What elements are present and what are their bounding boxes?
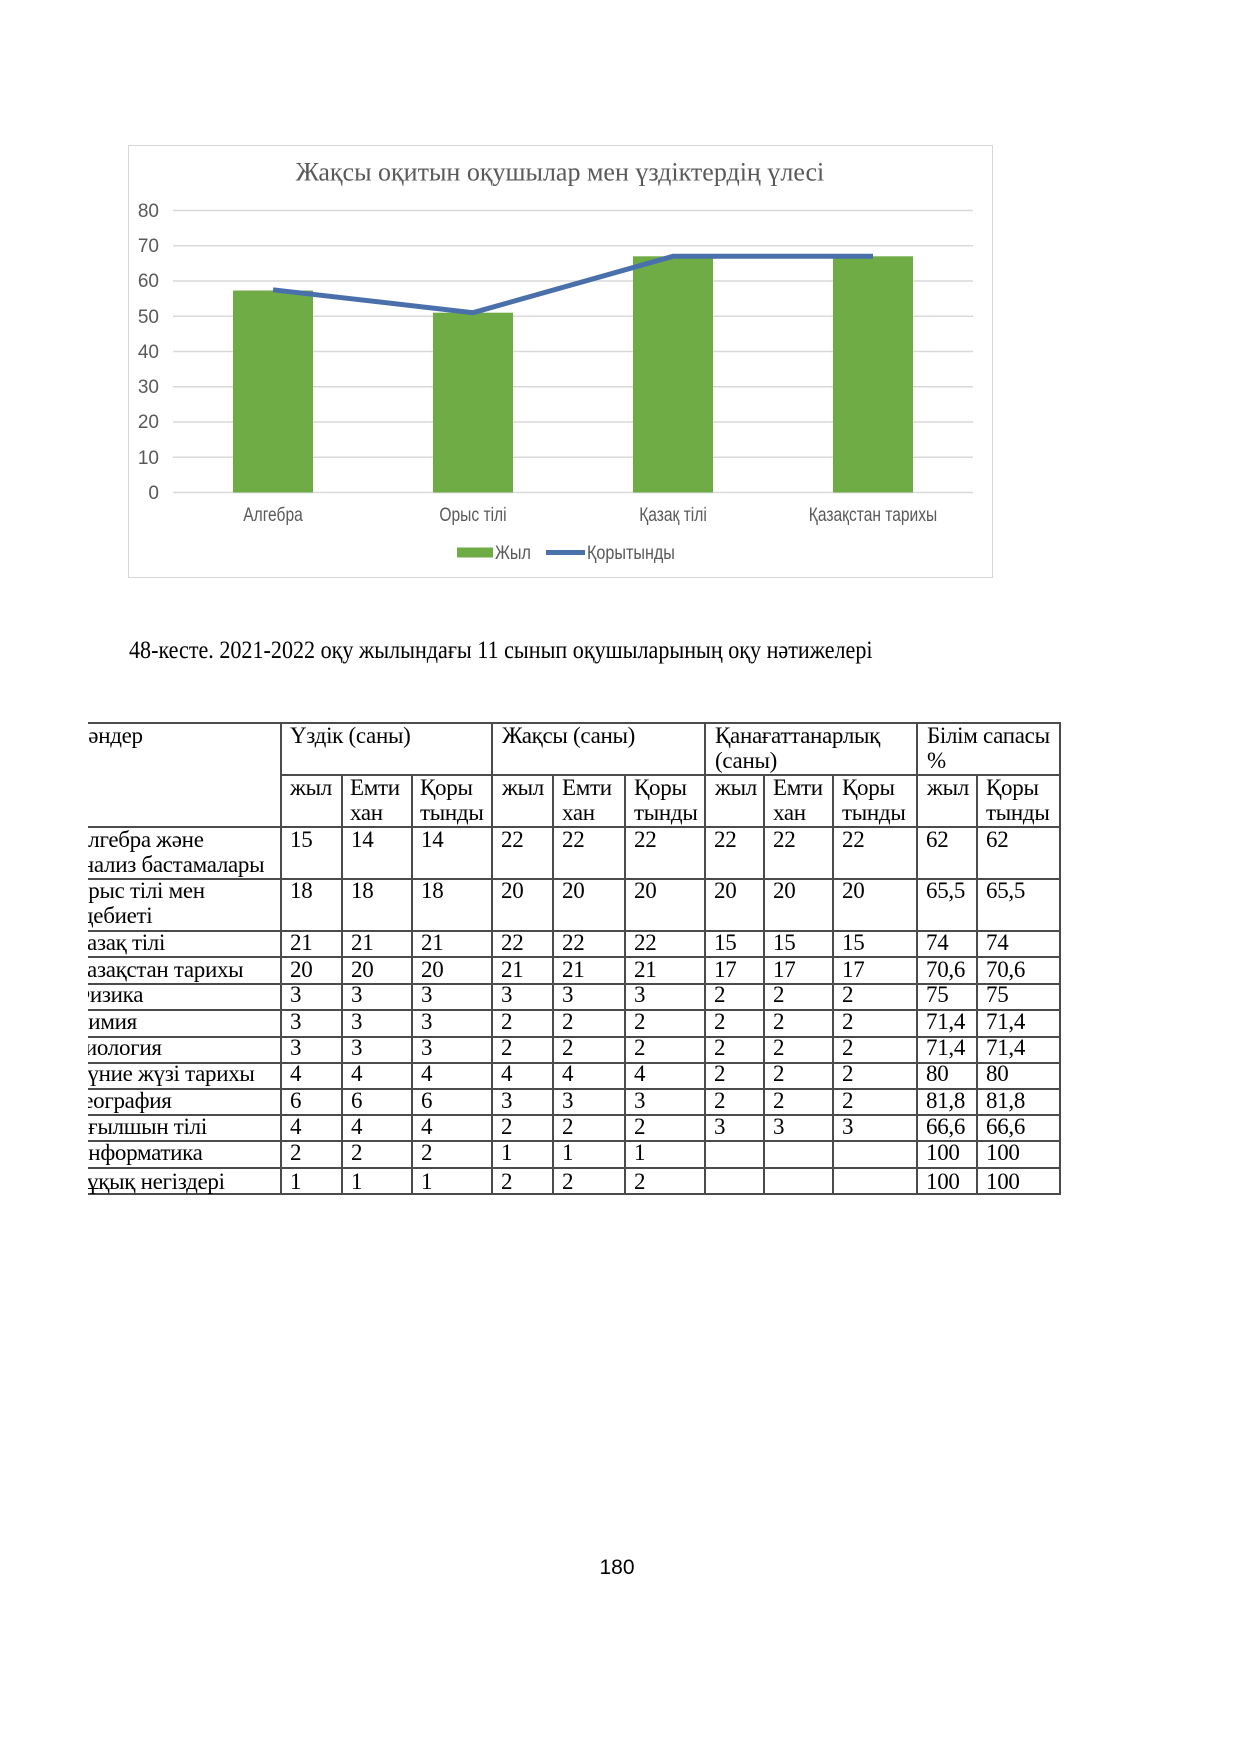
svg-text:40: 40	[138, 342, 159, 363]
svg-text:20: 20	[138, 412, 159, 433]
svg-text:10: 10	[138, 448, 159, 469]
svg-text:Жақсы оқитын оқушылар мен үзді: Жақсы оқитын оқушылар мен үздіктердің үл…	[296, 158, 825, 187]
svg-text:0: 0	[148, 483, 159, 504]
svg-text:Орыс тілі: Орыс тілі	[439, 504, 506, 526]
svg-text:Қазақ тілі: Қазақ тілі	[639, 504, 707, 526]
svg-text:Қазақстан тарихы: Қазақстан тарихы	[809, 504, 937, 526]
svg-text:30: 30	[138, 377, 159, 398]
svg-text:Алгебра: Алгебра	[243, 504, 303, 526]
svg-text:Жыл: Жыл	[495, 542, 531, 564]
svg-text:60: 60	[138, 271, 159, 292]
svg-text:70: 70	[138, 236, 159, 257]
svg-text:Қорытынды: Қорытынды	[587, 542, 675, 564]
svg-text:80: 80	[138, 201, 159, 222]
svg-text:50: 50	[138, 307, 159, 328]
